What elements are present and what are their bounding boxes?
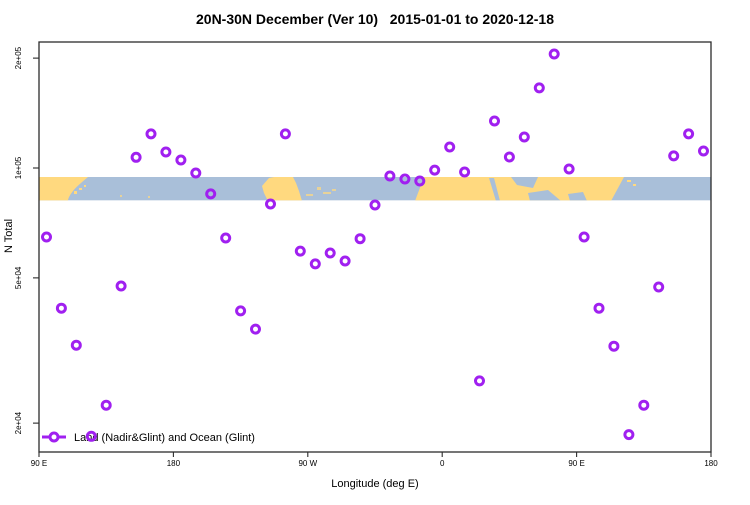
x-tick-label: 90 W [298,459,317,468]
land-island [74,191,77,194]
data-point-marker [339,255,351,267]
data-point-marker [638,399,650,411]
data-point-marker [698,145,709,157]
land-east-asia [39,177,88,201]
x-tick-label: 90 E [31,459,47,468]
data-point-marker [533,82,545,94]
sea-arabian-sea [528,190,561,201]
x-tick-label: 180 [167,459,181,468]
data-point-marker [429,164,441,176]
data-point-marker [279,128,291,140]
land-island [627,180,631,182]
data-point-marker [130,151,142,163]
data-point-marker [563,163,575,175]
land-island [633,184,636,186]
data-point-marker [668,150,680,162]
data-point-marker [100,399,112,411]
data-point-marker [115,280,127,292]
data-point-marker [220,232,232,244]
x-axis-title: Longitude (deg E) [331,478,418,490]
land-island [148,196,150,198]
legend: Land (Nadir&Glint) and Ocean (Glint) [42,431,255,444]
data-point-marker [474,375,485,387]
chart-title: 20N-30N December (Ver 10) 2015-01-01 to … [196,11,554,27]
data-point-marker [294,245,306,257]
data-point-marker [414,175,426,187]
data-point-marker [190,167,202,179]
data-point-marker [145,128,157,140]
data-point-marker [205,188,217,200]
data-point-marker [593,302,605,314]
data-point-marker [653,281,665,293]
sea-bay-of-bengal [568,192,587,201]
land-island [332,189,336,191]
data-point-marker [384,170,396,182]
land-shapes [39,177,636,201]
data-point-marker [444,141,456,153]
data-point-marker [399,173,411,185]
data-point-marker [623,429,635,441]
data-point-marker [85,430,97,442]
land-island [79,188,82,190]
y-tick-label: 2e+04 [14,411,23,434]
x-axis: 90 E 180 90 W 0 90 E 180 [31,452,718,468]
data-point-marker [503,151,515,163]
data-point-marker [518,131,530,143]
data-point-marker [160,146,172,158]
data-point-marker [324,247,336,259]
sea-red-sea [489,178,500,201]
data-point-marker [489,115,500,127]
land-island [317,187,321,190]
data-point-marker [548,48,560,60]
data-point-marker [354,233,366,245]
x-tick-label: 90 E [568,459,584,468]
land-island [120,195,122,197]
data-point-marker [55,302,67,314]
data-point-marker [369,199,381,211]
data-point-marker [235,305,247,317]
data-point-marker [608,340,620,352]
data-point-marker [459,166,471,178]
legend-label: Land (Nadir&Glint) and Ocean (Glint) [74,432,255,444]
land-island [323,192,331,194]
plot-border [38,41,712,453]
data-point-marker [578,231,590,243]
land-island [84,185,86,187]
land-mexico [262,177,302,201]
y-axis-title: N Total [3,219,15,253]
sea-persian-gulf [511,177,538,188]
data-point-marker [265,198,276,210]
y-axis: 2e+05 1e+05 5e+04 2e+04 [14,46,39,434]
x-tick-label: 0 [440,459,445,468]
data-point-marker [683,128,695,140]
land-island [306,194,313,196]
data-point-marker [250,323,261,335]
y-tick-label: 1e+05 [14,156,23,179]
legend-marker-icon [48,431,60,443]
data-point-marker [309,258,321,270]
x-tick-label: 180 [704,459,718,468]
y-tick-label: 5e+04 [14,266,23,289]
data-point-marker [41,231,52,243]
data-point-marker [70,339,82,351]
data-point-marker [175,154,187,166]
y-tick-label: 2e+05 [14,46,23,69]
map-band [39,176,711,201]
data-points [41,48,709,442]
